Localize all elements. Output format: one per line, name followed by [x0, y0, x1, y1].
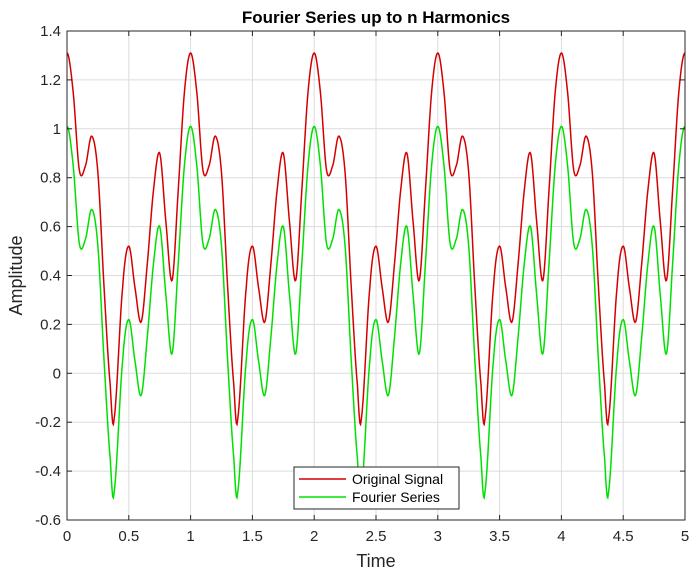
x-tick-label: 3.5: [489, 528, 510, 545]
series-line-fourier-series: [67, 125, 685, 500]
legend-label-fourier-series: Fourier Series: [352, 489, 440, 505]
ticks: 0 0.5 1 1.5 2 2.5 3 3.5 4 4.5 5 -0.6 -0.4 -0.2 0 0.2 0.4…: [35, 23, 689, 545]
x-tick-label: 4.5: [613, 528, 634, 545]
y-tick-label: 0.8: [40, 170, 61, 187]
y-tick-label: 0.6: [40, 219, 61, 236]
y-tick-label: 0.2: [40, 316, 61, 333]
y-tick-label: 0: [53, 365, 61, 382]
x-tick-label: 4: [557, 528, 565, 545]
y-tick-label: 1.4: [40, 23, 61, 40]
legend-box: [293, 466, 460, 510]
y-tick-label: 1: [53, 121, 61, 138]
x-tick-label: 2: [310, 528, 318, 545]
x-tick-label: 5: [681, 528, 689, 545]
x-tick-label: 1: [186, 528, 194, 545]
series-line-original-signal: [67, 52, 685, 427]
y-tick-label: 0.4: [40, 268, 61, 285]
x-tick-label: 1.5: [242, 528, 263, 545]
series-layer: [67, 52, 685, 500]
x-tick-label: 0.5: [118, 528, 139, 545]
y-axis-label: Amplitude: [6, 235, 26, 315]
y-tick-label: -0.2: [35, 414, 61, 431]
y-tick-label: -0.6: [35, 512, 61, 529]
x-tick-label: 2.5: [366, 528, 387, 545]
y-tick-label: -0.4: [35, 463, 61, 480]
x-tick-label: 3: [434, 528, 442, 545]
x-axis-label: Time: [356, 551, 395, 571]
legend: Original Signal Fourier Series: [293, 466, 460, 510]
x-tick-label: 0: [63, 528, 71, 545]
chart-title: Fourier Series up to n Harmonics: [242, 8, 510, 27]
legend-label-original-signal: Original Signal: [352, 471, 443, 487]
y-tick-label: 1.2: [40, 72, 61, 89]
